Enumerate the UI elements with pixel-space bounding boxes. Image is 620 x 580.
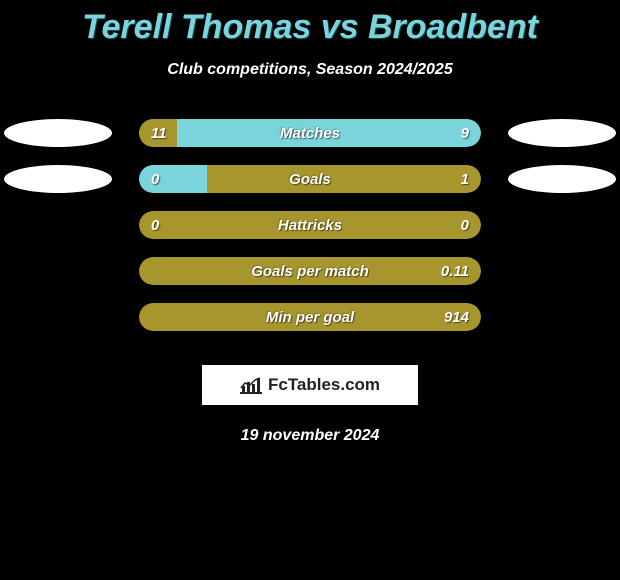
bar-wrap: Matches119 — [139, 119, 481, 147]
bar-wrap: Min per goal914 — [139, 303, 481, 331]
stat-row: Hattricks00 — [0, 207, 620, 253]
logo-text: FcTables.com — [268, 375, 380, 395]
page-title: Terell Thomas vs Broadbent — [0, 0, 620, 47]
left-disc — [4, 119, 112, 147]
subtitle: Club competitions, Season 2024/2025 — [0, 61, 620, 79]
stat-row: Min per goal914 — [0, 299, 620, 345]
stats-rows: Matches119 Goals01 Hattricks00 Goals per ma… — [0, 115, 620, 345]
logo-box: FcTables.com — [202, 365, 418, 405]
bar-wrap: Hattricks00 — [139, 211, 481, 239]
bar-bg — [139, 211, 481, 239]
bar-bg — [139, 303, 481, 331]
bar-fg — [139, 119, 177, 147]
right-disc — [508, 165, 616, 193]
bar-bg — [139, 257, 481, 285]
bar-wrap: Goals01 — [139, 165, 481, 193]
date-line: 19 november 2024 — [0, 427, 620, 445]
left-disc — [4, 165, 112, 193]
right-disc — [508, 119, 616, 147]
bar-wrap: Goals per match0.11 — [139, 257, 481, 285]
stat-row: Matches119 — [0, 115, 620, 161]
bar-bg — [139, 119, 481, 147]
bar-fg — [139, 165, 207, 193]
barchart-icon — [240, 376, 262, 394]
stat-row: Goals01 — [0, 161, 620, 207]
stat-row: Goals per match0.11 — [0, 253, 620, 299]
